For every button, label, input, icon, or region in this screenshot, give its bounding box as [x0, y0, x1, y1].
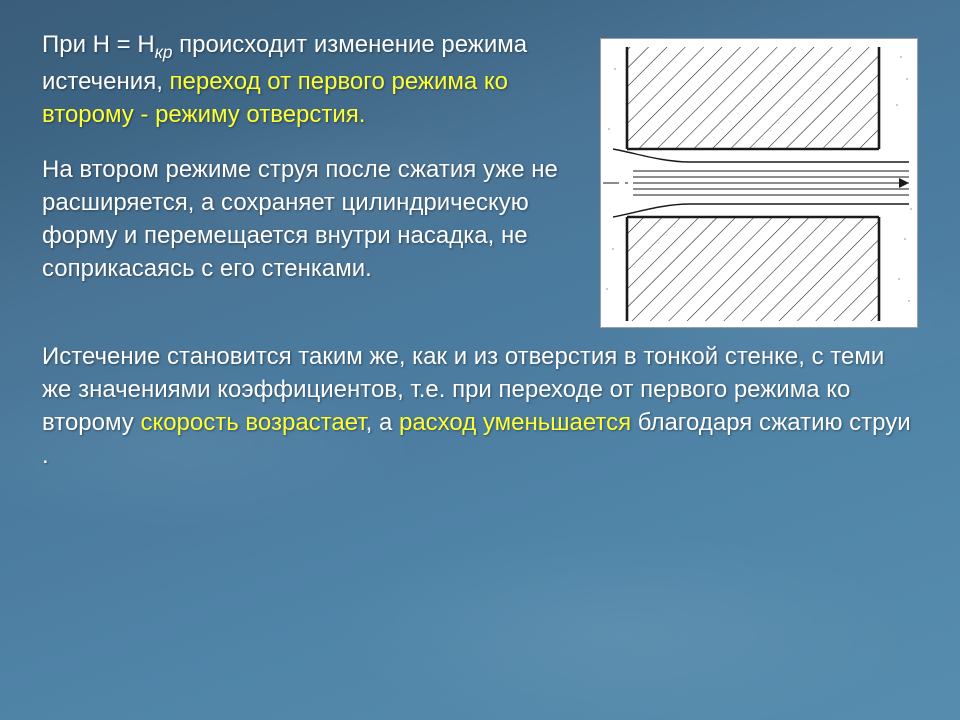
- slide: При H = Hкр происходит изменение режима …: [0, 0, 960, 720]
- figure-column: [600, 28, 918, 328]
- paragraph-3: Истечение становится таким же, как и из …: [42, 340, 918, 472]
- nozzle-figure: [600, 38, 918, 328]
- nozzle-svg: [601, 39, 919, 329]
- paragraph-1: При H = Hкр происходит изменение режима …: [42, 28, 580, 131]
- top-row: При H = Hкр происходит изменение режима …: [42, 28, 918, 328]
- p3-b: , а: [366, 409, 399, 436]
- paragraph-2: На втором режиме струя после сжатия уже …: [42, 153, 580, 285]
- text-column: При H = Hкр происходит изменение режима …: [42, 28, 600, 307]
- p1-a: При H = H: [42, 31, 155, 58]
- p3-hl1: скорость возрастает: [140, 409, 365, 436]
- p1-sub: кр: [155, 42, 173, 62]
- p3-hl2: расход уменьшается: [399, 409, 631, 436]
